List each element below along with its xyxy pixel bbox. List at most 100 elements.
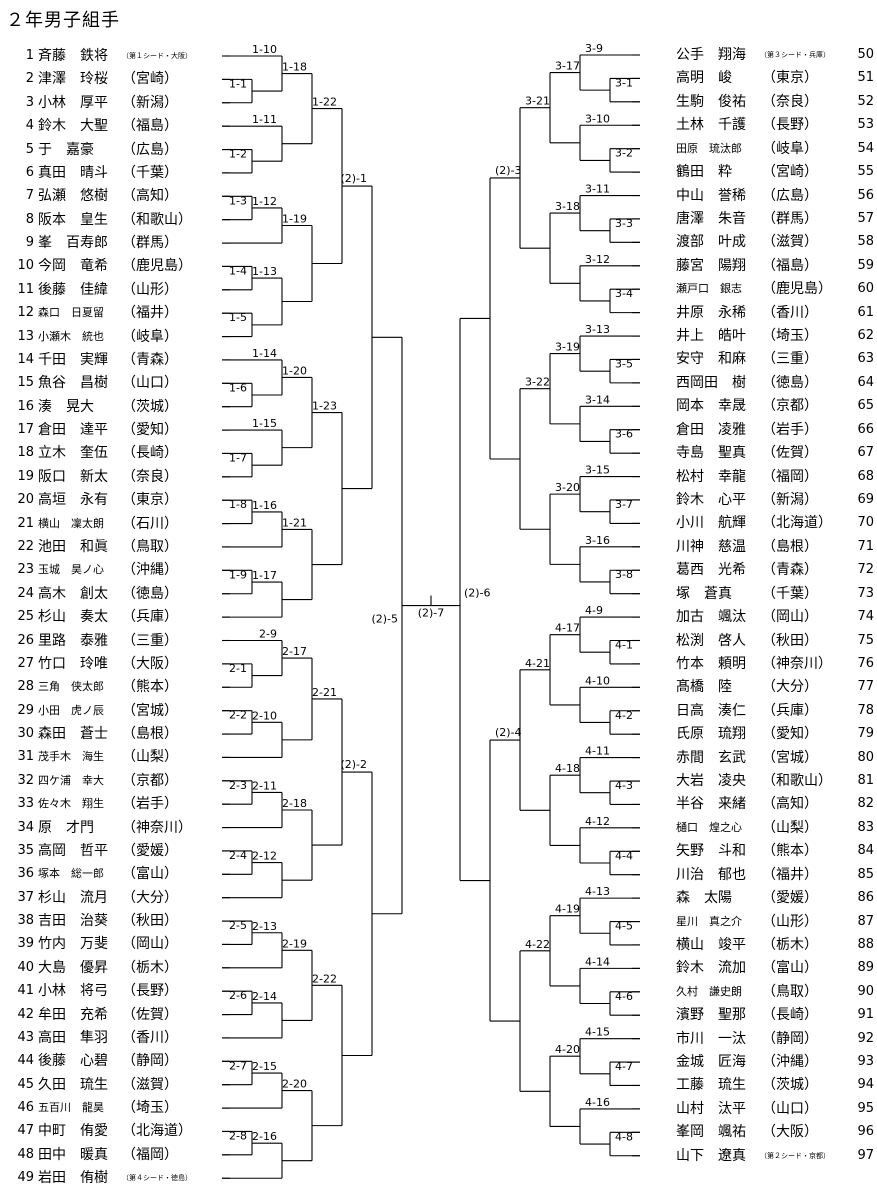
player-name: 松村 幸龍 [676, 468, 746, 485]
player-name: 安守 和麻 [676, 351, 746, 368]
player-number: 57 [857, 210, 874, 226]
player-number: 97 [857, 1147, 874, 1163]
player-number: 18 [17, 445, 34, 461]
player-prefecture: （石川） [122, 515, 178, 532]
match-label: 4-16 [585, 1096, 610, 1109]
player-name: 千田 実輝 [38, 351, 108, 368]
match-label: 3-2 [615, 147, 633, 160]
player-number: 7 [25, 188, 34, 204]
player-row: 69 鈴木 心平 （新潟） [676, 489, 876, 511]
player-prefecture: （岩手） [762, 421, 818, 438]
player-number: 93 [857, 1054, 874, 1070]
player-prefecture: （岩手） [122, 796, 178, 813]
match-label: 1-9 [229, 568, 247, 581]
match-label: 2-13 [252, 920, 277, 933]
player-number: 50 [857, 47, 874, 62]
player-number: 10 [17, 258, 34, 274]
player-number: 83 [857, 819, 874, 835]
player-row: 93 金城 匠海 （沖縄） [676, 1051, 876, 1073]
player-prefecture: （長崎） [122, 445, 178, 462]
match-label: 4-22 [525, 938, 550, 951]
player-prefecture: （岡山） [122, 936, 178, 953]
match-label: 4-5 [615, 920, 633, 933]
player-name: 葛西 光希 [676, 562, 746, 579]
player-row: 50 公手 翔海 （第３シード・兵庫） [676, 44, 876, 66]
player-row: 13 小瀬木 統也 （岐阜） [0, 326, 220, 348]
player-number: 33 [17, 796, 34, 812]
seed-note: （第４シード・徳島） [122, 1174, 192, 1183]
match-label: 3-19 [555, 341, 580, 354]
player-number: 12 [17, 305, 34, 321]
player-row: 28 三角 侠太郎 （熊本） [0, 676, 220, 698]
player-name: 横山 竣平 [676, 936, 746, 953]
match-label: 4-15 [585, 1026, 610, 1039]
match-label: (2)-1 [340, 172, 367, 185]
player-number: 26 [17, 632, 34, 648]
player-number: 67 [857, 445, 874, 461]
player-row: 8 阪本 皇生 （和歌山） [0, 209, 220, 231]
player-prefecture: （滋賀） [762, 234, 818, 251]
player-name: 倉田 凌雅 [676, 421, 746, 438]
player-name: 工藤 琉生 [676, 1077, 746, 1094]
player-prefecture: （広島） [762, 187, 818, 204]
match-label: 1-18 [282, 61, 307, 74]
player-number: 38 [17, 913, 34, 929]
player-row: 40 大島 優昇 （栃木） [0, 957, 220, 979]
player-row: 7 弘瀬 悠樹 （高知） [0, 185, 220, 207]
match-label: 4-14 [585, 955, 610, 968]
match-label: 2-11 [252, 779, 277, 792]
match-label: 2-9 [259, 628, 277, 641]
player-number: 47 [17, 1123, 34, 1139]
player-prefecture: （千葉） [122, 164, 178, 181]
player-number: 77 [857, 679, 874, 695]
player-prefecture: （福岡） [762, 468, 818, 485]
player-number: 80 [857, 749, 874, 765]
match-label: 1-23 [312, 400, 337, 413]
player-number: 81 [857, 773, 874, 789]
player-number: 66 [857, 421, 874, 437]
player-name: 大島 優昇 [38, 959, 108, 976]
player-row: 43 高田 隼羽 （香川） [0, 1027, 220, 1049]
player-name: 阪本 皇生 [38, 211, 108, 228]
match-label: 1-4 [229, 264, 247, 277]
match-label: 1-7 [229, 451, 247, 464]
match-label: 2-5 [229, 919, 247, 932]
player-number: 85 [857, 866, 874, 882]
player-number: 49 [17, 1170, 34, 1186]
match-label: 3-20 [555, 481, 580, 494]
match-label: 1-6 [229, 381, 247, 394]
player-prefecture: （佐賀） [762, 445, 818, 462]
player-row: 86 森 太陽 （愛媛） [676, 887, 876, 909]
page-title: ２年男子組手 [6, 10, 120, 31]
player-row: 3 小林 厚平 （新潟） [0, 92, 220, 114]
player-name: 小林 将弓 [38, 983, 108, 1000]
player-name: 池田 和眞 [38, 538, 108, 555]
player-prefecture: （愛媛） [122, 842, 178, 859]
player-row: 31 茂手木 海生 （山梨） [0, 746, 220, 768]
player-row: 39 竹内 万斐 （岡山） [0, 933, 220, 955]
match-label: 1-20 [282, 364, 307, 377]
player-name: 川神 慈温 [676, 538, 746, 555]
player-row: 2 津澤 玲桜 （宮崎） [0, 68, 220, 90]
match-label: 2-1 [229, 662, 247, 675]
player-name: 杉山 奏太 [38, 609, 108, 626]
seed-note: （第３シード・兵庫） [760, 51, 830, 59]
player-row: 73 塚 蒼真 （千葉） [676, 583, 876, 605]
player-number: 55 [857, 164, 874, 180]
match-label: 1-2 [229, 148, 247, 161]
match-label: 4-10 [585, 674, 610, 687]
player-prefecture: （鹿児島） [122, 258, 192, 275]
match-label: 4-19 [555, 903, 580, 916]
player-name: 半谷 来緒 [676, 796, 746, 813]
player-name: 高明 峻 [676, 70, 732, 87]
player-number: 54 [857, 140, 874, 156]
player-prefecture: （群馬） [762, 210, 818, 227]
player-number: 69 [857, 491, 874, 507]
match-label: (2)-3 [495, 164, 522, 177]
player-row: 19 阪口 新太 （奈良） [0, 466, 220, 488]
player-name: 横山 凜太朗 [38, 516, 104, 530]
player-row: 66 倉田 凌雅 （岩手） [676, 419, 876, 441]
player-number: 71 [857, 538, 874, 554]
